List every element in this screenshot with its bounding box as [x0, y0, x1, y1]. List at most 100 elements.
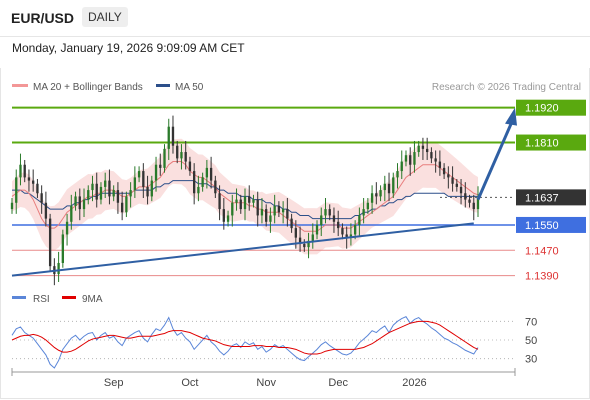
candle-body: [294, 228, 298, 238]
legend-label-ma20: MA 20 + Bollinger Bands: [33, 82, 143, 93]
x-tick-Nov: Nov: [256, 377, 276, 389]
candle-body: [324, 209, 327, 216]
candle-body: [201, 177, 204, 187]
candle-body: [171, 126, 175, 146]
candle-body: [396, 171, 399, 178]
candle-body: [430, 152, 433, 159]
candle-body: [286, 209, 289, 219]
candle-body: [243, 196, 247, 210]
candle-body: [413, 152, 416, 165]
candle-body: [353, 224, 357, 235]
candle-body: [129, 190, 132, 197]
candle-body: [78, 196, 81, 210]
candle-body: [104, 180, 107, 187]
candle-body: [61, 234, 65, 263]
candle-body: [315, 224, 319, 235]
candle-body: [235, 199, 238, 203]
candle-body: [303, 243, 306, 248]
legend-swatch-9ma: [62, 296, 76, 299]
candle-body: [451, 177, 454, 184]
candle-body: [159, 164, 162, 168]
level-label-1.1390: 1.1390: [525, 271, 559, 283]
candle-body: [222, 209, 225, 222]
candle-body: [70, 205, 73, 222]
candle-body: [142, 171, 145, 187]
level-label-1.1810: 1.1810: [525, 138, 559, 150]
candle-body: [476, 197, 480, 210]
x-tick-Sep: Sep: [104, 377, 124, 389]
candle-body: [464, 193, 467, 200]
candle-body: [82, 199, 86, 210]
level-label-1.1920: 1.1920: [525, 103, 559, 115]
candle-body: [197, 186, 200, 194]
candle-body: [332, 215, 336, 222]
candle-body: [265, 209, 268, 222]
candle-body: [307, 240, 310, 248]
candle-body: [19, 164, 22, 178]
candle-body: [404, 155, 408, 162]
candle-body: [154, 164, 158, 181]
candle-body: [260, 209, 264, 216]
level-tag-1.1637: [516, 189, 586, 206]
rsi-line: [11, 316, 479, 369]
candle-body: [214, 180, 217, 194]
candle-body: [328, 209, 331, 216]
candle-body: [10, 202, 14, 210]
candle-body: [248, 196, 251, 203]
legend-label-9ma: 9MA: [82, 294, 103, 305]
candle-body: [23, 164, 26, 178]
candle-body: [192, 171, 196, 194]
candle-body: [57, 262, 60, 275]
candle-body: [99, 186, 103, 200]
candle-body: [425, 148, 429, 153]
level-tag-1.1920: [516, 99, 586, 116]
candle-body: [146, 186, 149, 197]
candle-body: [434, 158, 437, 162]
candle-body: [341, 228, 344, 235]
candle-body: [387, 183, 391, 194]
candle-body: [188, 161, 192, 172]
level-label-1.1470: 1.1470: [525, 245, 559, 257]
candle-body: [226, 215, 230, 222]
candle-body: [205, 167, 209, 178]
candle-body: [27, 177, 31, 181]
candle-body: [472, 202, 475, 210]
candle-body: [252, 199, 255, 203]
candle-body: [91, 183, 94, 191]
candle-body: [438, 161, 442, 168]
candle-body: [370, 193, 374, 203]
timeframe-button[interactable]: DAILY: [82, 7, 128, 27]
candle-body: [281, 209, 285, 213]
candle-body: [366, 202, 370, 210]
rsi-9ma-line: [11, 320, 479, 355]
candle-body: [209, 167, 213, 181]
candle-body: [163, 148, 166, 168]
candle-body: [320, 215, 323, 225]
candle-body: [44, 202, 48, 219]
candle-body: [137, 171, 141, 178]
candle-body: [120, 202, 124, 213]
candle-body: [133, 177, 137, 191]
candle-body: [108, 180, 111, 197]
timestamp: Monday, January 19, 2026 9:09:09 AM CET: [12, 41, 245, 55]
candle-body: [468, 199, 471, 203]
candle-body: [379, 190, 382, 197]
candle-body: [290, 218, 293, 229]
candle-body: [167, 126, 170, 149]
candle-body: [231, 202, 234, 216]
candle-body: [345, 234, 348, 238]
forecast-arrow-head: [505, 107, 517, 126]
candle-body: [459, 186, 463, 194]
candle-body: [269, 215, 272, 222]
candle-body: [36, 183, 39, 194]
candle-body: [87, 190, 90, 200]
candle-body: [392, 177, 395, 194]
candle-body: [349, 234, 353, 238]
candle-body: [65, 221, 69, 235]
candle-body: [74, 196, 77, 206]
candle-body: [32, 180, 35, 184]
legend-swatch-rsi: [12, 296, 26, 299]
candle-body: [455, 183, 458, 187]
candle-body: [400, 161, 403, 172]
x-tick-Dec: Dec: [328, 377, 348, 389]
